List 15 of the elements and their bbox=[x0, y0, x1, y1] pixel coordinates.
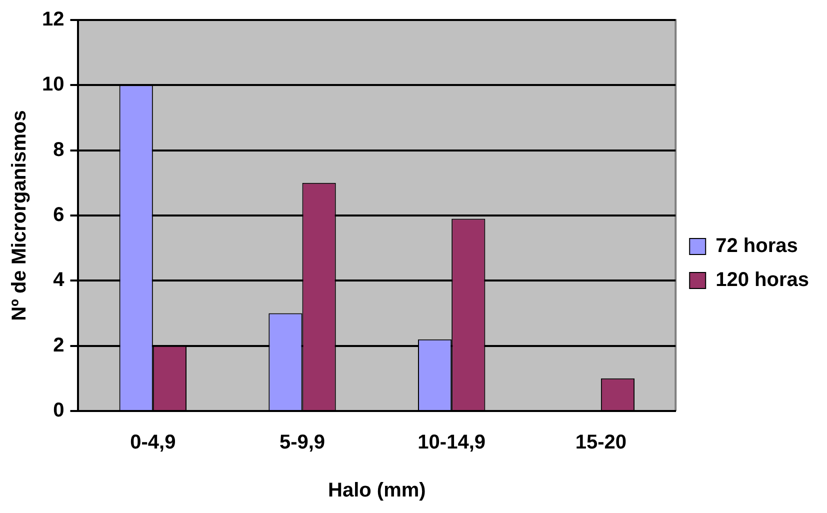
y-tick-label: 0 bbox=[53, 400, 64, 422]
legend-label: 120 horas bbox=[716, 269, 809, 292]
y-axis-title: Nº de Microrganismos bbox=[8, 110, 31, 321]
y-tick-label: 10 bbox=[42, 74, 64, 96]
x-axis-title: Halo (mm) bbox=[328, 480, 426, 502]
y-tick-label: 12 bbox=[42, 8, 64, 31]
x-tick-label: 5-9,9 bbox=[279, 432, 326, 454]
x-tick-label: 10-14,9 bbox=[418, 432, 486, 454]
legend-label: 72 horas bbox=[716, 235, 798, 258]
y-tick-label: 4 bbox=[53, 269, 66, 292]
x-tick-label: 15-20 bbox=[575, 432, 627, 454]
x-tick-label: 0-4,9 bbox=[130, 432, 176, 454]
y-tick-label: 6 bbox=[53, 204, 64, 226]
y-tick-label: 8 bbox=[53, 138, 64, 161]
y-tick-label: 2 bbox=[53, 334, 64, 356]
